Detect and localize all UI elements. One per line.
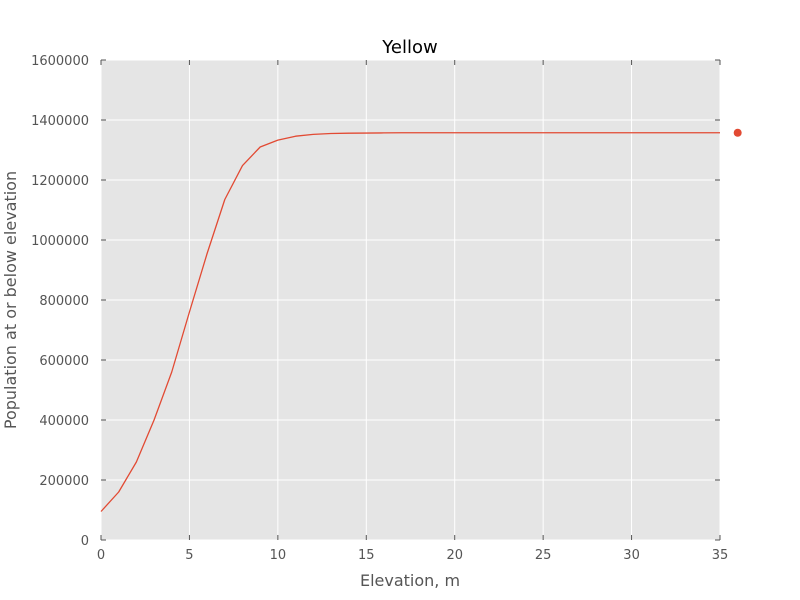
data-point	[733, 128, 742, 137]
y-tick-label: 200000	[39, 474, 89, 489]
y-tick-label: 1200000	[31, 174, 89, 189]
y-tick-label: 800000	[39, 294, 89, 309]
x-tick-label: 35	[712, 548, 729, 563]
x-tick-label: 10	[270, 548, 287, 563]
y-tick-label: 1400000	[31, 114, 89, 129]
x-tick-labels: 0 5 10 15 20 25 30 35	[97, 548, 728, 563]
y-tick-label: 600000	[39, 354, 89, 369]
series-layer	[100, 128, 742, 512]
y-tick-label: 0	[81, 534, 89, 549]
y-axis-title: Population at or below elevation	[1, 171, 20, 429]
axis-ticks	[100, 59, 721, 541]
x-tick-label: 0	[97, 548, 105, 563]
x-tick-label: 15	[358, 548, 375, 563]
series-line	[100, 132, 720, 512]
chart-title: Yellow	[381, 37, 437, 58]
y-tick-label: 1600000	[31, 54, 89, 69]
x-axis-title: Elevation, m	[360, 571, 460, 590]
y-tick-label: 400000	[39, 414, 89, 429]
x-tick-label: 20	[446, 548, 463, 563]
x-tick-label: 30	[623, 548, 640, 563]
x-tick-label: 5	[185, 548, 193, 563]
y-tick-labels: 0 200000 400000 600000 800000 1000000 1200000 1…	[31, 54, 89, 549]
x-tick-label: 25	[535, 548, 552, 563]
y-tick-label: 1000000	[31, 234, 89, 249]
